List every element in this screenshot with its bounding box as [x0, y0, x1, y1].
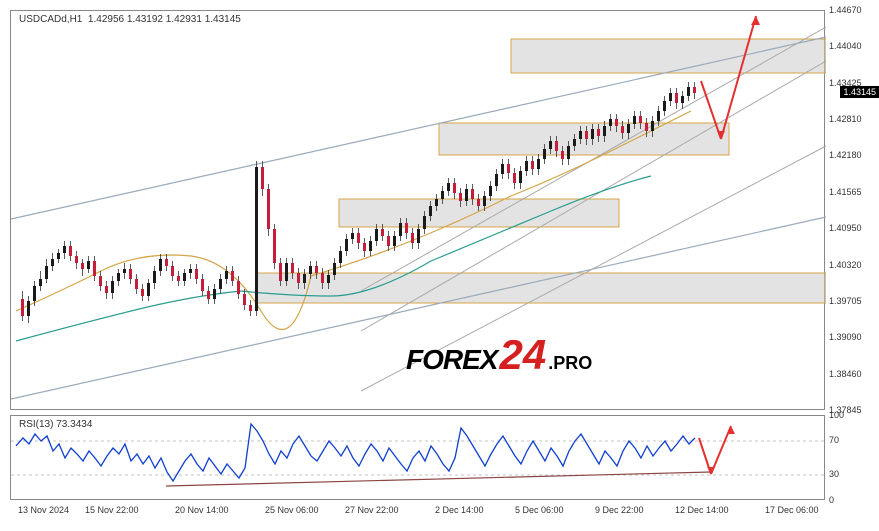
y-tick-label: 1.39705	[829, 296, 862, 306]
x-axis: 13 Nov 2024 15 Nov 22:00 20 Nov 14:00 25 No…	[10, 503, 825, 523]
y-tick-label: 1.39090	[829, 332, 862, 342]
rsi-y-tick-label: 100	[829, 410, 844, 420]
watermark-logo: FOREX 24 .PRO	[406, 331, 592, 379]
y-axis-rsi: 10070300	[827, 415, 879, 500]
y-tick-label: 1.41565	[829, 187, 862, 197]
rsi-y-tick-label: 0	[829, 495, 834, 505]
y-tick-label: 1.44670	[829, 5, 862, 15]
x-tick-label: 13 Nov 2024	[18, 505, 69, 515]
rsi-y-tick-label: 70	[829, 435, 839, 445]
y-tick-label: 1.44040	[829, 41, 862, 51]
y-axis-main: 1.446701.440401.434251.428101.421801.415…	[827, 10, 879, 410]
x-tick-label: 17 Dec 06:00	[765, 505, 819, 515]
rsi-title: RSI(13) 73.3434	[19, 419, 92, 430]
symbol-title: USDCADd,H1 1.42956 1.43192 1.42931 1.431…	[19, 14, 241, 25]
y-tick-label: 1.40950	[829, 223, 862, 233]
chart-container: USDCADd,H1 1.42956 1.43192 1.42931 1.431…	[5, 5, 874, 526]
logo-forex: FOREX	[406, 344, 497, 376]
main-price-panel: USDCADd,H1 1.42956 1.43192 1.42931 1.431…	[10, 10, 825, 410]
y-tick-label: 1.42810	[829, 114, 862, 124]
rsi-chart-svg	[11, 416, 826, 501]
rsi-panel: RSI(13) 73.3434	[10, 415, 825, 500]
y-tick-label: 1.40320	[829, 260, 862, 270]
y-tick-label: 1.42180	[829, 150, 862, 160]
x-tick-label: 25 Nov 06:00	[265, 505, 319, 515]
x-tick-label: 2 Dec 14:00	[435, 505, 484, 515]
y-tick-label: 1.38460	[829, 369, 862, 379]
x-tick-label: 15 Nov 22:00	[85, 505, 139, 515]
x-tick-label: 20 Nov 14:00	[175, 505, 229, 515]
x-tick-label: 12 Dec 14:00	[675, 505, 729, 515]
rsi-y-tick-label: 30	[829, 469, 839, 479]
logo-24: 24	[499, 331, 546, 379]
x-tick-label: 9 Dec 22:00	[595, 505, 644, 515]
logo-pro: .PRO	[548, 353, 592, 374]
x-tick-label: 27 Nov 22:00	[345, 505, 399, 515]
current-price-tag: 1.43145	[840, 86, 879, 98]
x-tick-label: 5 Dec 06:00	[515, 505, 564, 515]
